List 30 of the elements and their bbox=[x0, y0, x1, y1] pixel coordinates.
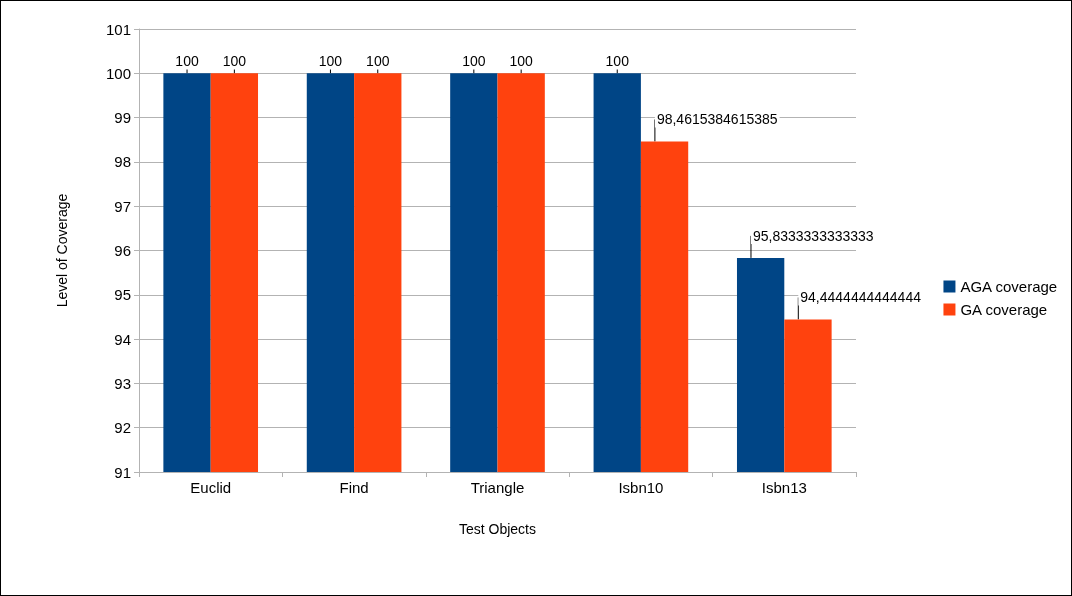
x-tick-label: Isbn13 bbox=[761, 479, 807, 496]
y-tick-label: 92 bbox=[114, 419, 131, 437]
x-tick-label: Isbn10 bbox=[618, 479, 664, 496]
y-tick-label: 96 bbox=[114, 242, 131, 259]
x-tick-label: Find bbox=[339, 479, 369, 496]
data-label: 100 bbox=[462, 53, 486, 70]
y-tick-label: 91 bbox=[114, 463, 131, 481]
data-label: 100 bbox=[366, 53, 390, 70]
legend-label: AGA coverage bbox=[960, 278, 1058, 295]
legend-label: GA coverage bbox=[960, 301, 1048, 318]
y-tick-label: 97 bbox=[114, 197, 131, 215]
data-label: 94,4444444444444 bbox=[800, 289, 922, 306]
y-tick-label: 95 bbox=[114, 286, 131, 304]
y-tick-label: 93 bbox=[114, 374, 131, 392]
y-tick-label: 99 bbox=[114, 109, 131, 127]
data-label: 100 bbox=[318, 53, 343, 70]
data-label: 95,8333333333333 bbox=[752, 227, 874, 244]
y-axis-title: Level of Coverage bbox=[54, 193, 70, 308]
data-label: 100 bbox=[509, 53, 534, 70]
data-label: 100 bbox=[605, 53, 630, 70]
y-tick-label: 98 bbox=[114, 153, 131, 171]
y-tick-label: 100 bbox=[105, 64, 131, 82]
data-label: 100 bbox=[222, 53, 247, 70]
data-label: 98,4615384615385 bbox=[656, 111, 778, 128]
data-label: 100 bbox=[175, 53, 199, 70]
x-tick-label: Triangle bbox=[470, 479, 525, 496]
x-axis-title: Test Objects bbox=[458, 521, 537, 537]
x-tick-label: Euclid bbox=[190, 479, 232, 496]
y-tick-label: 101 bbox=[105, 20, 131, 38]
y-tick-label: 94 bbox=[114, 330, 131, 348]
